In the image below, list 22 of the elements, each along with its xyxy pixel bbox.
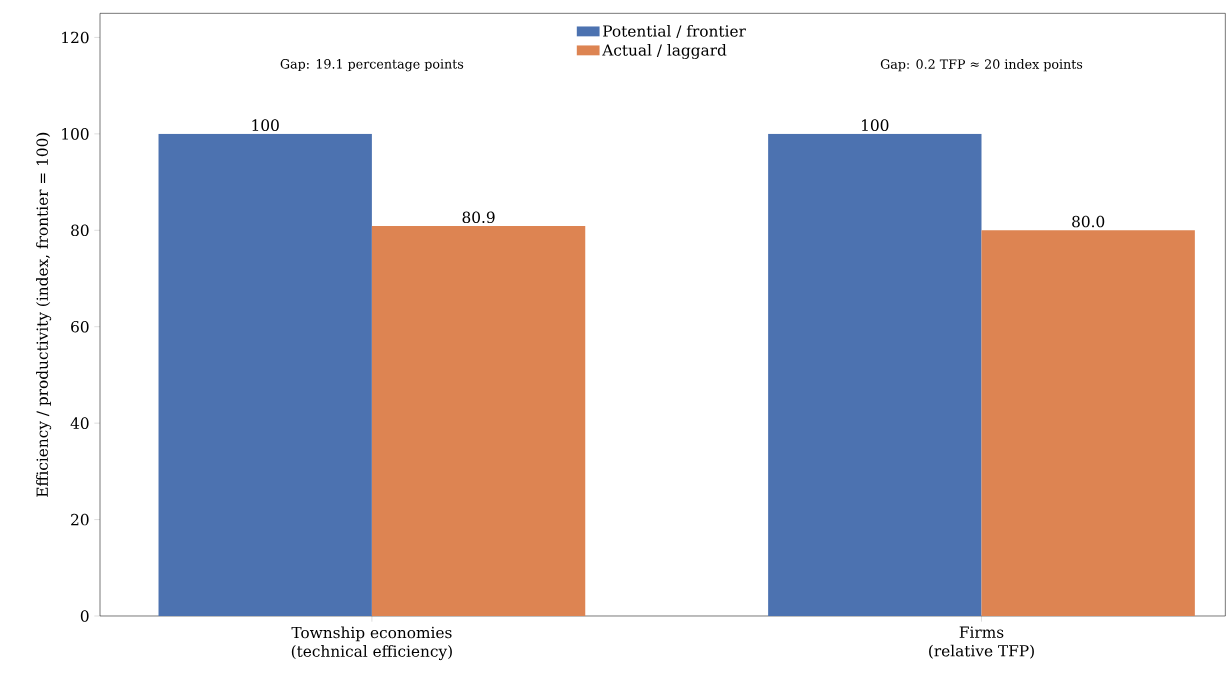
legend-label: Actual / laggard: [602, 43, 727, 59]
legend-label: Potential / frontier: [603, 24, 746, 39]
y-tick-label: 60: [71, 320, 89, 333]
data-label: 80.9: [462, 211, 495, 224]
y-tick-label: 0: [80, 610, 89, 622]
y-tick-label: 80: [71, 224, 89, 237]
bar: [371, 225, 586, 616]
annotation: Gap: 19.1 percentage points: [280, 59, 464, 72]
data-label: 100: [252, 119, 279, 131]
x-tick-label: Township economies (technical efficiency): [291, 626, 452, 661]
bar: [981, 230, 1195, 616]
bar: [768, 133, 982, 616]
bar: [158, 133, 372, 616]
data-label: 80.0: [1072, 215, 1105, 228]
y-tick-label: 20: [71, 513, 89, 526]
y-tick-label: 40: [70, 417, 89, 429]
annotation: Gap: 0.2 TFP ≈ 20 index points: [880, 59, 1083, 72]
data-label: 100: [862, 119, 889, 131]
x-tick-label: Firms (relative TFP): [929, 626, 1034, 659]
y-tick-label: 120: [62, 31, 89, 44]
y-axis-title: Efficiency / productivity (index, frontier = 100): [36, 132, 52, 497]
y-tick-label: 100: [62, 128, 89, 140]
